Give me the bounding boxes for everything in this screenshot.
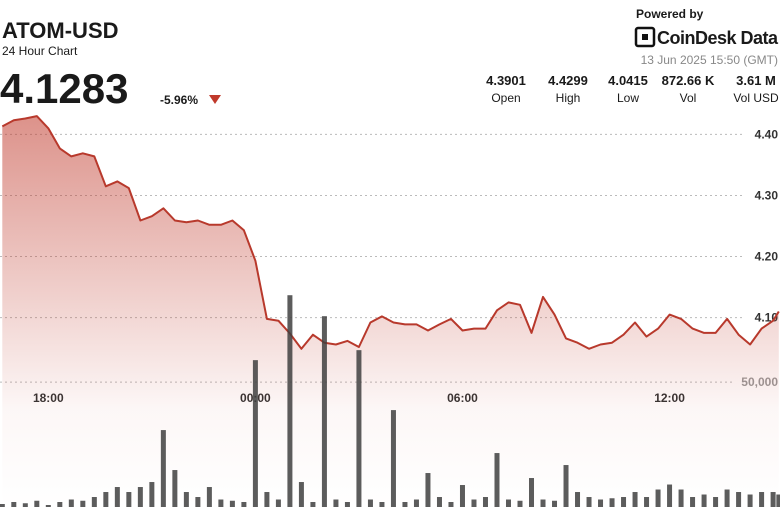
brand: CoinDesk Data xyxy=(657,28,779,48)
volume-bar xyxy=(45,505,51,507)
volume-bar xyxy=(448,502,454,507)
volume-bar xyxy=(540,499,546,507)
volume-bar xyxy=(160,430,166,507)
volume-bar xyxy=(776,494,780,507)
volume-bar xyxy=(218,499,224,507)
volume-bar xyxy=(137,487,143,507)
volume-bar xyxy=(356,350,362,507)
volume-bar xyxy=(287,295,293,507)
volume-bar xyxy=(471,499,477,507)
volume-bar xyxy=(529,478,535,507)
volume-bar xyxy=(759,492,765,507)
volume-bar xyxy=(505,499,511,507)
volume-bar xyxy=(402,502,408,507)
volume-bar xyxy=(390,410,396,507)
volume-bar xyxy=(298,482,304,507)
volume-bar xyxy=(713,497,719,507)
volume-bar xyxy=(80,500,86,507)
volume-bar xyxy=(34,500,40,507)
volume-bar xyxy=(275,499,281,507)
volume-bar xyxy=(678,489,684,507)
volume-bar xyxy=(206,487,212,507)
stat-value: 4.0415 xyxy=(608,73,648,88)
volume-bar xyxy=(91,497,97,507)
brand-logo xyxy=(634,26,656,48)
volume-bar xyxy=(264,492,270,507)
stat-label: Vol xyxy=(680,91,697,105)
volume-bar xyxy=(494,453,500,507)
volume-bar xyxy=(575,492,581,507)
price-line xyxy=(1,115,780,350)
volume-bar xyxy=(68,499,74,507)
volume-bar xyxy=(333,499,339,507)
volume-bar xyxy=(252,360,258,507)
volume-bar xyxy=(183,492,189,507)
down-arrow xyxy=(209,95,221,104)
volume-bar xyxy=(736,492,742,507)
price: 4.1283 xyxy=(0,65,128,112)
stat-value: 4.3901 xyxy=(486,73,526,88)
volume-bar xyxy=(436,497,442,507)
volume-bar xyxy=(321,316,327,507)
y-tick-label: 4.20 xyxy=(755,250,779,264)
stat-label: High xyxy=(556,91,581,105)
volume-bar xyxy=(552,500,558,507)
volume-bar xyxy=(586,497,592,507)
volume-bar xyxy=(724,489,730,507)
plot: 4.104.204.304.4050,00018:0000:0006:0012:… xyxy=(0,115,780,507)
volume-bar xyxy=(747,494,753,507)
volume-bar xyxy=(632,492,638,507)
volume-bar xyxy=(655,489,661,507)
volume-bar xyxy=(241,502,247,507)
stat-label: Vol USD xyxy=(733,91,779,105)
volume-bar xyxy=(126,492,132,507)
powered-by: Powered by xyxy=(636,7,704,21)
stat-label: Low xyxy=(617,91,639,105)
volume-bar xyxy=(690,497,696,507)
change: -5.96% xyxy=(160,93,198,107)
volume-bar xyxy=(22,503,28,507)
volume-bar xyxy=(413,499,419,507)
stat-value: 4.4299 xyxy=(548,73,588,88)
stat-label: Open xyxy=(491,91,520,105)
volume-bar xyxy=(482,497,488,507)
subtitle: 24 Hour Chart xyxy=(2,44,78,58)
volume-bar xyxy=(103,492,109,507)
y-tick-label: 4.30 xyxy=(755,188,779,202)
volume-bar xyxy=(621,497,627,507)
volume-bar xyxy=(563,465,569,507)
stat-value: 872.66 K xyxy=(662,73,715,88)
volume-bar xyxy=(195,497,201,507)
volume-bar xyxy=(425,473,431,507)
volume-bar xyxy=(379,502,385,507)
volume-bar xyxy=(172,470,178,507)
volume-bar xyxy=(644,497,650,507)
volume-bar xyxy=(701,494,707,507)
y-tick-label: 4.40 xyxy=(755,127,779,141)
volume-bar xyxy=(770,492,776,507)
volume-bar xyxy=(0,504,5,507)
timestamp: 13 Jun 2025 15:50 (GMT) xyxy=(641,53,778,67)
header: ATOM-USD 24 Hour Chart 4.1283 -5.96% Pow… xyxy=(0,7,780,112)
volume-bar xyxy=(149,482,155,507)
volume-bar xyxy=(344,502,350,507)
volume-bar xyxy=(459,485,465,507)
volume-bar xyxy=(367,499,373,507)
volume-bar xyxy=(598,499,604,507)
volume-bar xyxy=(609,498,615,507)
volume-bar xyxy=(517,500,523,507)
volume-bar xyxy=(11,502,17,507)
symbol: ATOM-USD xyxy=(2,18,119,43)
volume-bar xyxy=(229,500,235,507)
volume-bar xyxy=(57,502,63,507)
stat-value: 3.61 M xyxy=(736,73,776,88)
price-area xyxy=(2,116,779,507)
volume-bar xyxy=(310,502,316,507)
volume-bar xyxy=(667,484,673,507)
volume-bar xyxy=(114,487,120,507)
